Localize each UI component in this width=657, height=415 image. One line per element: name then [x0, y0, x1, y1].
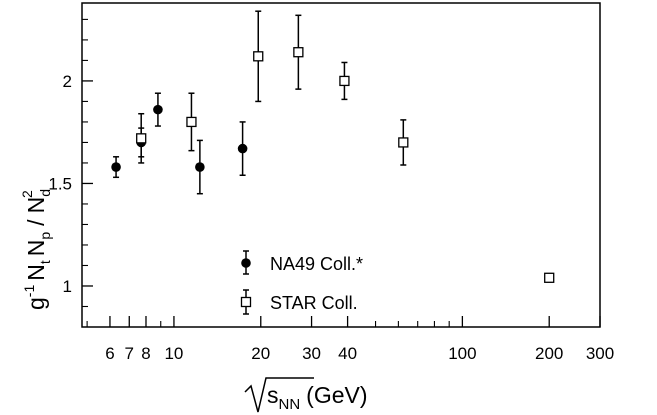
- legend-marker-star: [240, 289, 252, 315]
- na49-point: [153, 92, 163, 127]
- star-point: [293, 14, 304, 90]
- x-tick-label: 100: [448, 344, 476, 363]
- legend-label-na49: NA49 Coll.*: [270, 254, 363, 274]
- axis-ticks: [82, 18, 601, 327]
- y-axis-title-text: g-1NtNp/Nd2: [19, 189, 53, 310]
- marker-open-square: [339, 75, 350, 87]
- marker-filled-circle: [195, 162, 205, 172]
- star-point: [253, 10, 264, 103]
- star-point: [186, 92, 197, 152]
- sqrt-radical: [244, 377, 314, 413]
- x-tick-label: 20: [251, 344, 270, 363]
- marker-open-square: [293, 47, 304, 58]
- y-tick-labels: 11.52: [48, 72, 72, 296]
- plot-frame: [81, 2, 601, 328]
- marker-open-square: [544, 272, 555, 283]
- x-tick-label: 300: [586, 344, 614, 363]
- legend-marker-na49: [241, 250, 251, 275]
- y-tick-label: 1.5: [48, 174, 72, 193]
- x-tick-label: 8: [141, 344, 150, 363]
- na49-point: [111, 156, 121, 179]
- y-axis-title: g-1NtNp/Nd2: [19, 189, 53, 310]
- x-axis-title-text: sNN (GeV): [267, 382, 368, 413]
- x-tick-label: 6: [105, 344, 114, 363]
- na49-point: [195, 139, 205, 195]
- star-point: [544, 272, 555, 283]
- x-tick-label: 10: [164, 344, 183, 363]
- legend: NA49 Coll.* STAR Coll.: [240, 250, 363, 315]
- y-tick-label: 2: [63, 72, 72, 91]
- x-tick-label: 30: [302, 344, 321, 363]
- na49-point: [237, 121, 248, 177]
- marker-open-square: [186, 116, 197, 128]
- x-axis-title: sNN (GeV): [244, 377, 368, 413]
- y-tick-label: 1: [63, 277, 72, 296]
- marker-filled-circle: [153, 104, 163, 115]
- data-marks: [111, 10, 555, 283]
- x-tick-label: 200: [535, 344, 563, 363]
- star-point: [339, 61, 350, 101]
- star-point: [136, 112, 147, 164]
- marker-open-square: [398, 137, 409, 148]
- x-tick-labels: 6 7 8 10 20 30 40 100 200 300: [105, 344, 614, 363]
- marker-filled-circle: [237, 143, 248, 154]
- x-tick-label: 7: [125, 344, 134, 363]
- marker-filled-circle: [111, 162, 121, 172]
- legend-label-star: STAR Coll.: [270, 293, 358, 313]
- x-tick-label: 40: [338, 344, 357, 363]
- marker-open-square: [136, 133, 147, 144]
- star-point: [398, 119, 409, 166]
- marker-open-square: [253, 51, 264, 62]
